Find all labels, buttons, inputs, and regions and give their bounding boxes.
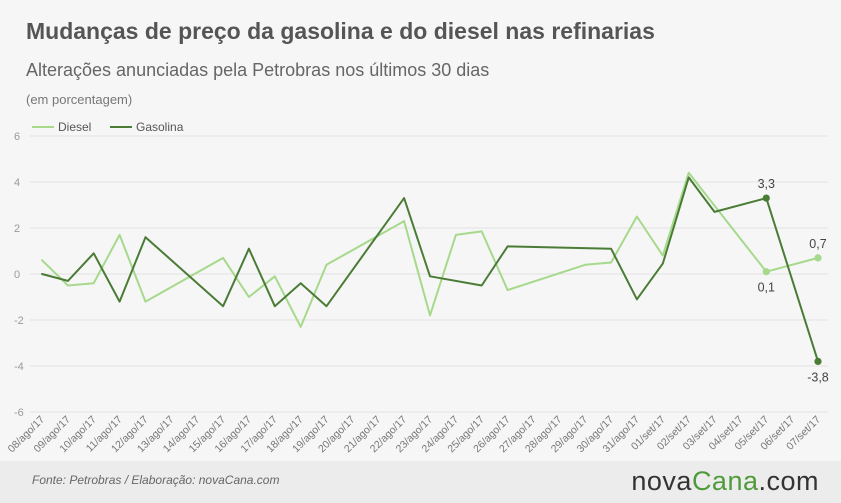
data-label: 0,7: [809, 237, 826, 251]
units-label: (em porcentagem): [26, 92, 133, 107]
y-tick-label: 2: [14, 223, 20, 235]
y-tick-label: -4: [14, 361, 24, 373]
y-tick-label: 0: [14, 269, 20, 281]
y-tick-label: 6: [14, 131, 20, 143]
data-label: -3,8: [807, 370, 829, 384]
data-label: 3,3: [758, 177, 775, 191]
y-tick-label: -2: [14, 315, 24, 327]
y-tick-label: -6: [14, 407, 24, 419]
data-point-marker: [762, 268, 770, 276]
logo-accent-text: Cana: [691, 466, 759, 496]
series-line-gasolina: [41, 176, 819, 363]
legend-label-diesel: Diesel: [58, 120, 91, 134]
chart-subtitle: Alterações anunciadas pela Petrobras nos…: [26, 60, 490, 80]
line-chart: 6420-2-4-608/ago/1709/ago/1710/ago/1711/…: [6, 120, 829, 455]
y-tick-label: 4: [14, 177, 20, 189]
logo-main-text: nova: [631, 466, 692, 496]
footer-bar: [0, 461, 841, 503]
source-note: Fonte: Petrobras / Elaboração: novaCana.…: [32, 473, 280, 487]
data-point-marker: [762, 194, 770, 202]
novacana-logo[interactable]: novaCana.com: [631, 466, 819, 497]
data-point-marker: [814, 357, 822, 365]
data-label: 0,1: [758, 281, 775, 295]
data-point-marker: [814, 254, 822, 262]
chart-title: Mudanças de preço da gasolina e do diese…: [26, 18, 655, 44]
logo-suffix-text: .com: [758, 466, 819, 496]
legend-label-gasolina: Gasolina: [136, 120, 184, 134]
